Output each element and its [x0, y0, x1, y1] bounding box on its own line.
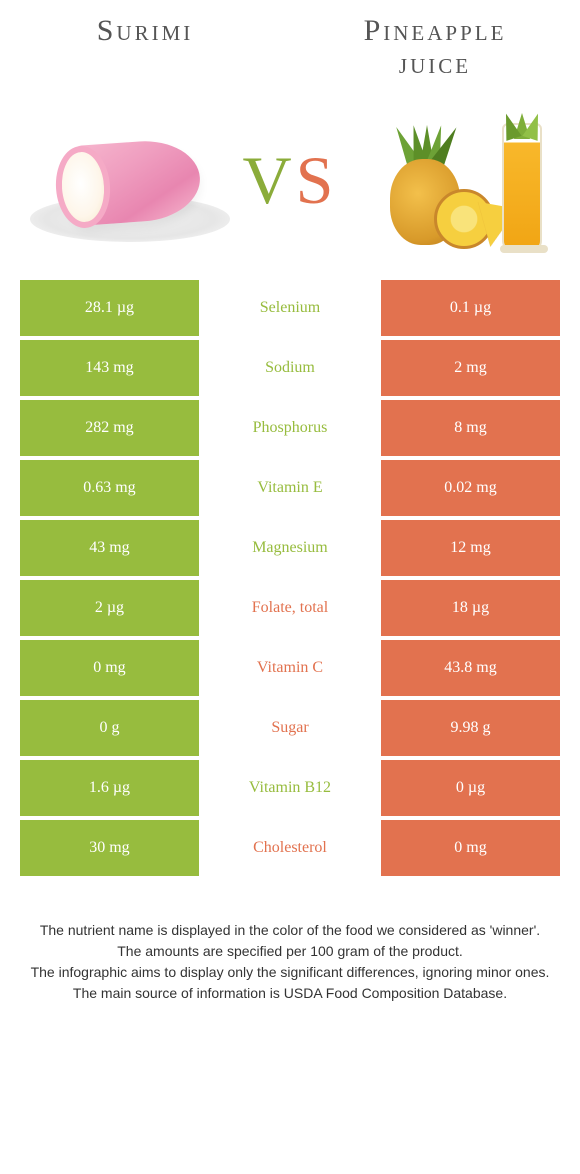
value-right: 12 mg	[379, 520, 560, 576]
value-right: 0 µg	[379, 760, 560, 816]
value-right: 2 mg	[379, 340, 560, 396]
title-left: Surimi	[0, 14, 290, 80]
comparison-table: 28.1 µg Selenium 0.1 µg 143 mg Sodium 2 …	[0, 280, 580, 876]
vs-row: VS	[0, 100, 580, 280]
value-right: 8 mg	[379, 400, 560, 456]
table-row: 30 mg Cholesterol 0 mg	[20, 820, 560, 876]
table-row: 143 mg Sodium 2 mg	[20, 340, 560, 396]
value-right: 18 µg	[379, 580, 560, 636]
table-row: 0 g Sugar 9.98 g	[20, 700, 560, 756]
nutrient-name: Sodium	[201, 340, 379, 396]
nutrient-name: Phosphorus	[201, 400, 379, 456]
surimi-image	[30, 110, 230, 250]
value-right: 0.02 mg	[379, 460, 560, 516]
nutrient-name: Selenium	[201, 280, 379, 336]
value-right: 0.1 µg	[379, 280, 560, 336]
table-row: 282 mg Phosphorus 8 mg	[20, 400, 560, 456]
value-left: 30 mg	[20, 820, 201, 876]
vs-s: S	[296, 141, 338, 220]
value-left: 282 mg	[20, 400, 201, 456]
nutrient-name: Cholesterol	[201, 820, 379, 876]
value-left: 0.63 mg	[20, 460, 201, 516]
vs-v: V	[243, 141, 296, 220]
value-left: 28.1 µg	[20, 280, 201, 336]
value-right: 0 mg	[379, 820, 560, 876]
value-right: 43.8 mg	[379, 640, 560, 696]
footer-line: The nutrient name is displayed in the co…	[30, 920, 550, 941]
value-left: 43 mg	[20, 520, 201, 576]
nutrient-name: Folate, total	[201, 580, 379, 636]
table-row: 2 µg Folate, total 18 µg	[20, 580, 560, 636]
table-row: 0.63 mg Vitamin E 0.02 mg	[20, 460, 560, 516]
value-left: 2 µg	[20, 580, 201, 636]
table-row: 43 mg Magnesium 12 mg	[20, 520, 560, 576]
nutrient-name: Sugar	[201, 700, 379, 756]
footer-line: The main source of information is USDA F…	[30, 983, 550, 1004]
value-right: 9.98 g	[379, 700, 560, 756]
footer-line: The amounts are specified per 100 gram o…	[30, 941, 550, 962]
nutrient-name: Vitamin B12	[201, 760, 379, 816]
nutrient-name: Magnesium	[201, 520, 379, 576]
nutrient-name: Vitamin C	[201, 640, 379, 696]
vs-label: VS	[243, 141, 338, 220]
footer-line: The infographic aims to display only the…	[30, 962, 550, 983]
footer-notes: The nutrient name is displayed in the co…	[0, 880, 580, 1004]
title-right: Pineapple juice	[290, 14, 580, 80]
nutrient-name: Vitamin E	[201, 460, 379, 516]
pineapple-juice-image	[350, 110, 550, 250]
value-left: 0 mg	[20, 640, 201, 696]
infographic: { "header": { "left": "Surimi", "right_l…	[0, 0, 580, 1004]
table-row: 28.1 µg Selenium 0.1 µg	[20, 280, 560, 336]
value-left: 0 g	[20, 700, 201, 756]
table-row: 1.6 µg Vitamin B12 0 µg	[20, 760, 560, 816]
title-right-line1: Pineapple	[364, 14, 507, 47]
title-right-line2: juice	[399, 47, 471, 80]
table-row: 0 mg Vitamin C 43.8 mg	[20, 640, 560, 696]
value-left: 143 mg	[20, 340, 201, 396]
title-row: Surimi Pineapple juice	[0, 0, 580, 100]
value-left: 1.6 µg	[20, 760, 201, 816]
